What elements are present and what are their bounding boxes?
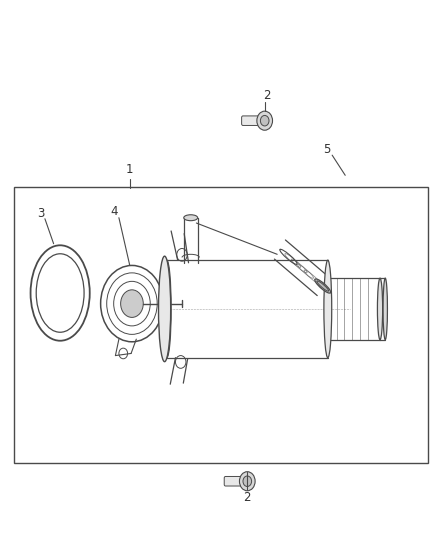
Circle shape	[260, 116, 269, 126]
Text: 3: 3	[37, 207, 44, 220]
Ellipse shape	[159, 256, 171, 362]
Circle shape	[243, 476, 251, 487]
Ellipse shape	[324, 260, 332, 358]
Ellipse shape	[317, 281, 328, 291]
Circle shape	[257, 111, 272, 130]
Text: 2: 2	[244, 491, 251, 504]
Text: 1: 1	[126, 163, 134, 176]
Ellipse shape	[383, 278, 388, 340]
FancyBboxPatch shape	[242, 116, 264, 125]
FancyBboxPatch shape	[224, 477, 247, 486]
Ellipse shape	[184, 215, 198, 221]
Text: 2: 2	[263, 88, 271, 102]
Ellipse shape	[162, 260, 171, 358]
Ellipse shape	[315, 279, 331, 293]
Ellipse shape	[120, 290, 143, 317]
Ellipse shape	[378, 278, 383, 340]
Circle shape	[240, 472, 255, 491]
Bar	[14, 187, 428, 463]
Text: 4: 4	[110, 205, 117, 219]
Text: 5: 5	[323, 143, 331, 156]
